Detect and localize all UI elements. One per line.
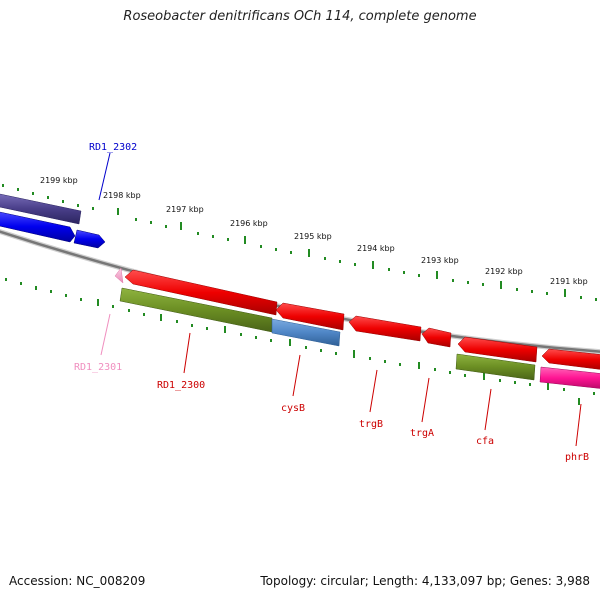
gene-label-rd1-2301[interactable]: RD1_2301 bbox=[74, 362, 122, 373]
gene-label-rd1-2300[interactable]: RD1_2300 bbox=[157, 380, 205, 391]
gene-label-rd1-2302[interactable]: RD1_2302 bbox=[89, 142, 137, 153]
gene-label-trgb[interactable]: trgB bbox=[359, 419, 383, 430]
gene-arrow-phrb[interactable] bbox=[541, 348, 600, 370]
kbp-label: 2196 kbp bbox=[230, 219, 268, 228]
gene-arrow-purple[interactable] bbox=[0, 193, 82, 225]
leader-line-trgb bbox=[369, 369, 378, 413]
kbp-label: 2199 kbp bbox=[40, 176, 78, 185]
gene-arrow-trga[interactable] bbox=[421, 327, 452, 348]
gene-arrow-rd1-2301[interactable] bbox=[114, 267, 124, 284]
leader-line-trga bbox=[421, 377, 430, 423]
gene-arrow-rd1-2300[interactable] bbox=[124, 269, 278, 316]
leader-line-cysb bbox=[292, 354, 301, 397]
kbp-labels: 2199 kbp 2198 kbp 2197 kbp 2196 kbp 2195… bbox=[40, 176, 588, 286]
kbp-label: 2194 kbp bbox=[357, 244, 395, 253]
kbp-label: 2197 kbp bbox=[166, 205, 204, 214]
kbp-label: 2195 kbp bbox=[294, 232, 332, 241]
leader-line-cfa bbox=[484, 388, 492, 431]
feature-bar-olive[interactable] bbox=[455, 353, 536, 381]
gene-arrow-trgb[interactable] bbox=[348, 315, 422, 342]
gene-label-trga[interactable]: trgA bbox=[410, 428, 434, 439]
accession-text: Accession: NC_008209 bbox=[9, 574, 146, 588]
kbp-label: 2192 kbp bbox=[485, 267, 523, 276]
gene-arrow-blue[interactable] bbox=[0, 211, 76, 243]
kbp-label: 2193 kbp bbox=[421, 256, 459, 265]
kbp-label: 2198 kbp bbox=[103, 191, 141, 200]
gene-arrow-magenta[interactable] bbox=[539, 366, 600, 389]
gene-label-cfa[interactable]: cfa bbox=[476, 436, 494, 447]
leader-line-rd1-2301 bbox=[100, 313, 111, 356]
gene-label-cysb[interactable]: cysB bbox=[281, 403, 305, 414]
gene-arrow-cysb[interactable] bbox=[275, 302, 345, 331]
forward-ruler-ticks bbox=[2, 184, 597, 301]
leader-line-rd1-2302 bbox=[98, 152, 111, 201]
leader-line-rd1-2300 bbox=[183, 332, 191, 374]
feature-bar-steel[interactable] bbox=[271, 318, 341, 347]
kbp-label: 2191 kbp bbox=[550, 277, 588, 286]
leader-line-phrb bbox=[575, 403, 582, 447]
gene-label-phrb[interactable]: phrB bbox=[565, 452, 589, 463]
reverse-ruler-ticks bbox=[5, 278, 595, 405]
genome-summary-text: Topology: circular; Length: 4,133,097 bp… bbox=[260, 574, 590, 588]
gene-arrow-cfa[interactable] bbox=[457, 336, 538, 363]
genome-title: Roseobacter denitrificans OCh 114, compl… bbox=[123, 9, 477, 24]
gene-arrow-rd1-2302[interactable] bbox=[73, 229, 106, 249]
